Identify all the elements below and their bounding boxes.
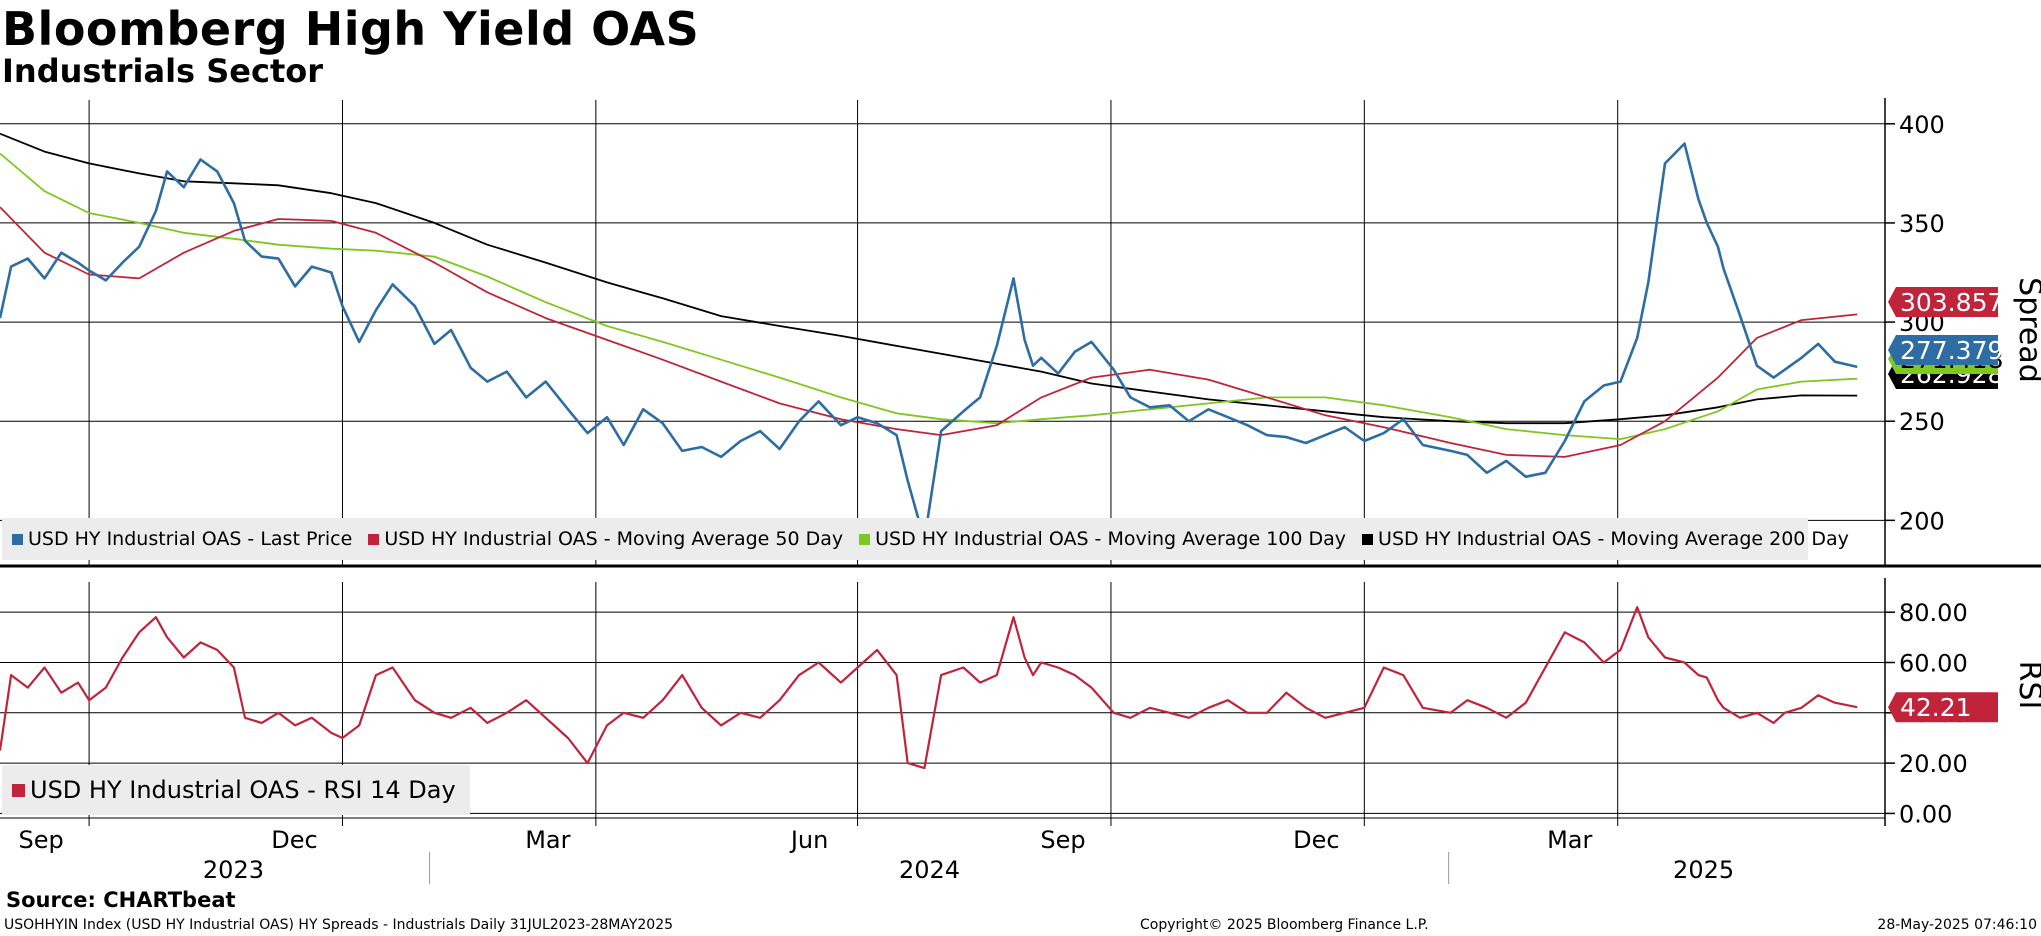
chart-title: Bloomberg High Yield OAS	[2, 2, 700, 56]
x-month-label: Sep	[1040, 826, 1085, 854]
x-month-label: Dec	[271, 826, 317, 854]
source-label: Source: CHARTbeat	[6, 888, 236, 912]
legend-item-last-price: USD HY Industrial OAS - Last Price	[12, 528, 352, 550]
svg-text:303.857: 303.857	[1900, 288, 2003, 317]
series-line-ma50	[0, 206, 1858, 458]
main-ytick-label: 200	[1899, 507, 1945, 535]
legend-item-ma100: USD HY Industrial OAS - Moving Average 1…	[859, 528, 1346, 550]
x-month-label: Mar	[525, 826, 570, 854]
x-month-label: Jun	[789, 826, 829, 854]
series-line-last-price	[0, 142, 1858, 542]
legend-swatch-ma100	[859, 533, 871, 545]
svg-text:42.21: 42.21	[1900, 693, 1972, 722]
x-year-label: 2025	[1673, 856, 1734, 884]
rsi-ytick-label: 0.00	[1899, 800, 1952, 828]
main-ytick-label: 250	[1899, 408, 1945, 436]
tag-rsi: 42.21	[1888, 692, 1998, 723]
legend-label-ma100: USD HY Industrial OAS - Moving Average 1…	[875, 528, 1347, 550]
legend-label-ma200: USD HY Industrial OAS - Moving Average 2…	[1378, 528, 1849, 550]
x-month-label: Sep	[18, 826, 63, 854]
rsi-ytick-label: 20.00	[1899, 750, 1968, 778]
rsi-ytick-label: 80.00	[1899, 599, 1968, 627]
tag-last-price: 277.379	[1888, 335, 2003, 365]
x-year-label: 2023	[203, 856, 264, 884]
legend-swatch-ma200	[1362, 533, 1374, 545]
legend-label-last-price: USD HY Industrial OAS - Last Price	[28, 528, 353, 550]
legend-item-ma200: USD HY Industrial OAS - Moving Average 2…	[1362, 528, 1849, 550]
series-line-ma100	[0, 152, 1858, 441]
main-ytick-label: 400	[1899, 111, 1945, 139]
legend-item-rsi: USD HY Industrial OAS - RSI 14 Day	[12, 776, 456, 804]
legend-swatch-last-price	[12, 533, 23, 545]
copyright-text: Copyright© 2025 Bloomberg Finance L.P.	[1140, 917, 1429, 933]
legend-swatch-rsi	[12, 783, 25, 797]
legend-label-ma50: USD HY Industrial OAS - Moving Average 5…	[384, 528, 844, 550]
main-legend: USD HY Industrial OAS - Last Price USD H…	[2, 518, 1849, 560]
series-layer	[0, 132, 1858, 770]
chart-subtitle: Industrials Sector	[2, 52, 323, 90]
main-ytick-label: 350	[1899, 210, 1945, 238]
rsi-axis-name: RSI	[2012, 661, 2041, 710]
series-line-ma200	[0, 132, 1858, 425]
legend-swatch-ma50	[368, 533, 380, 545]
security-description: USOHHYIN Index (USD HY Industrial OAS) H…	[4, 917, 674, 933]
timestamp-text: 28-May-2025 07:46:10	[1877, 917, 2037, 933]
tag-ma50: 303.857	[1888, 287, 2003, 317]
series-line-rsi	[0, 606, 1858, 770]
rsi-legend: USD HY Industrial OAS - RSI 14 Day	[2, 765, 470, 815]
x-year-label: 2024	[899, 856, 960, 884]
x-month-label: Mar	[1547, 826, 1592, 854]
x-month-label: Dec	[1293, 826, 1339, 854]
legend-label-rsi: USD HY Industrial OAS - RSI 14 Day	[30, 776, 456, 804]
svg-text:277.379: 277.379	[1900, 336, 2003, 365]
rsi-ytick-label: 60.00	[1899, 649, 1968, 677]
legend-item-ma50: USD HY Industrial OAS - Moving Average 5…	[368, 528, 843, 550]
main-axis-name: Spread	[2012, 277, 2041, 383]
